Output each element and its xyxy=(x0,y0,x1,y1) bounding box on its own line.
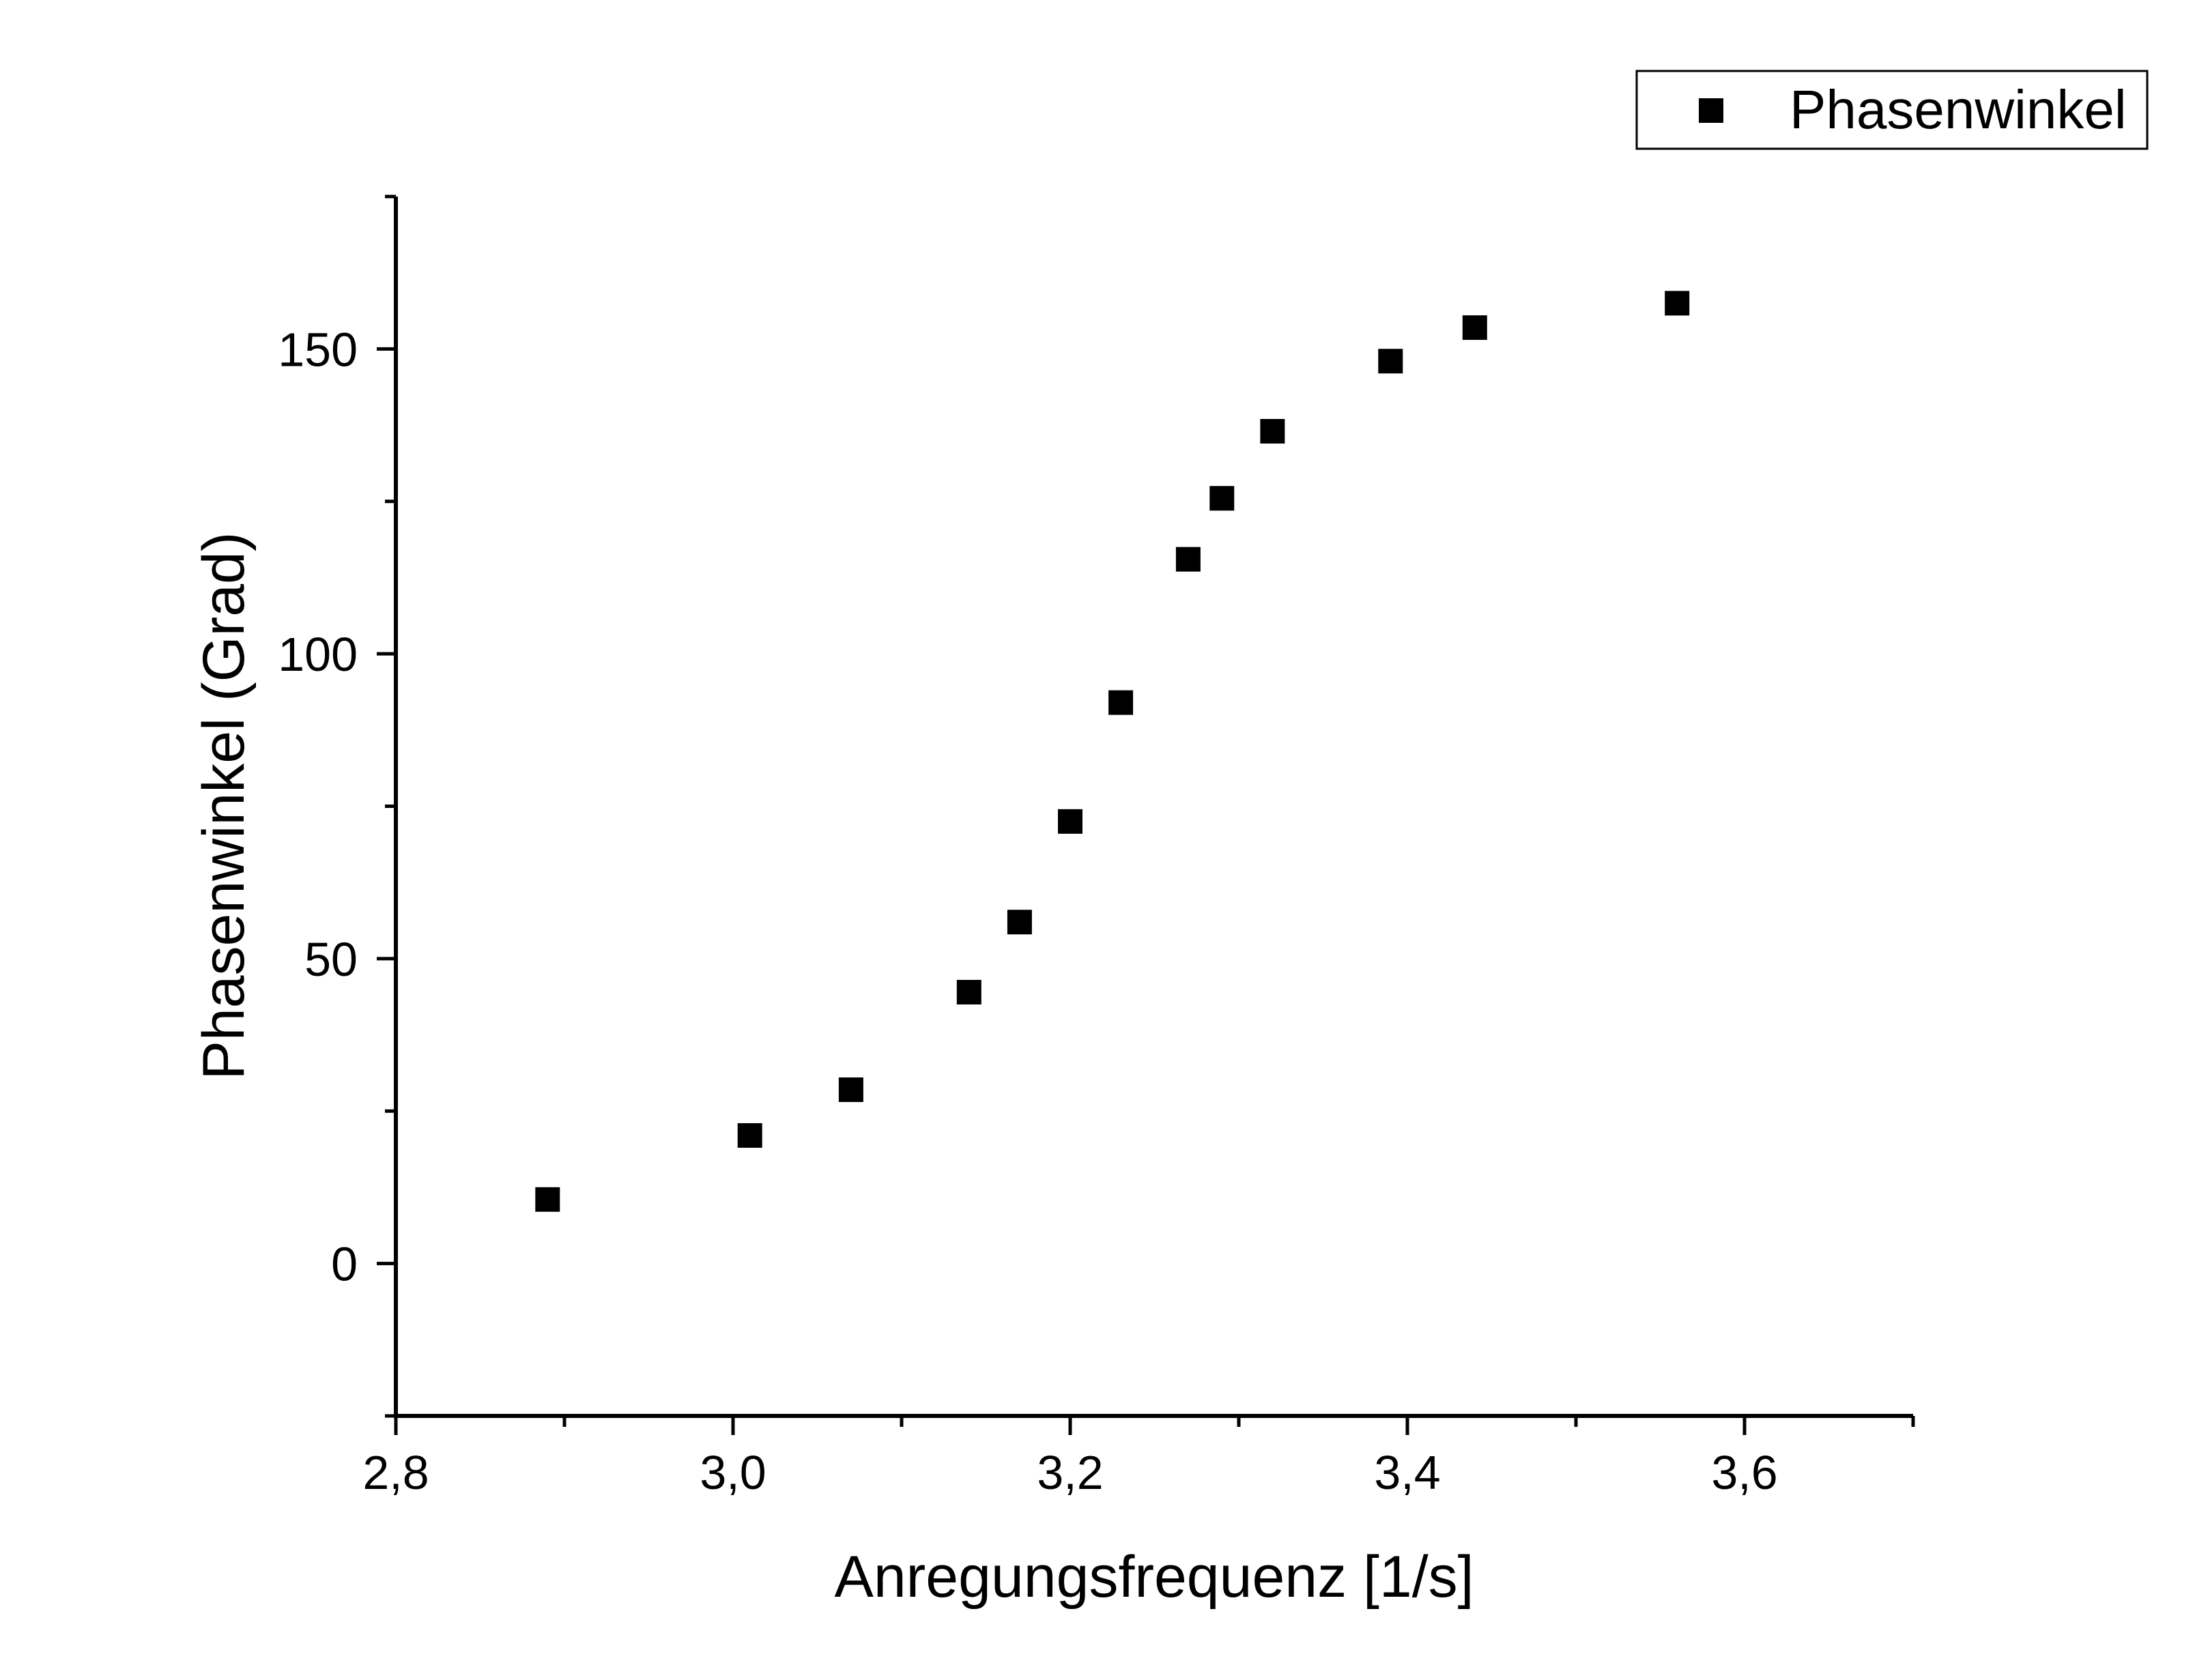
data-point xyxy=(1378,349,1403,374)
data-point xyxy=(1108,690,1134,715)
data-point xyxy=(838,1077,863,1102)
legend-label: Phasenwinkel xyxy=(1790,79,2127,140)
data-point xyxy=(1175,547,1201,572)
y-ticks: 0 50 100 150 xyxy=(278,194,396,1418)
data-point xyxy=(956,980,981,1005)
data-point xyxy=(535,1187,560,1212)
x-tick-label: 2,8 xyxy=(362,1446,429,1499)
x-tick-label: 3,6 xyxy=(1711,1446,1777,1499)
data-point xyxy=(1260,418,1285,444)
x-tick-label: 3,2 xyxy=(1037,1446,1103,1499)
y-axis-title: Phasenwinkel (Grad) xyxy=(191,532,257,1080)
data-point xyxy=(1209,486,1235,511)
legend: Phasenwinkel xyxy=(1635,70,2149,150)
data-point xyxy=(1462,315,1487,341)
x-tick-label: 3,4 xyxy=(1374,1446,1440,1499)
legend-marker xyxy=(1699,98,1723,123)
data-point xyxy=(737,1123,762,1148)
data-point xyxy=(1665,291,1690,316)
x-ticks: 2,8 3,0 3,2 3,4 3,6 xyxy=(362,1416,1915,1499)
y-tick-label: 150 xyxy=(278,323,358,376)
data-point xyxy=(1007,910,1032,935)
y-tick-label: 50 xyxy=(304,933,358,986)
y-tick-label: 100 xyxy=(278,628,358,681)
x-tick-label: 3,0 xyxy=(700,1446,766,1499)
data-points xyxy=(535,291,1690,1212)
axes xyxy=(394,197,1913,1418)
x-axis-title: Anregungsfrequenz [1/s] xyxy=(834,1544,1474,1610)
data-point xyxy=(1058,809,1082,834)
y-tick-label: 0 xyxy=(331,1238,358,1291)
